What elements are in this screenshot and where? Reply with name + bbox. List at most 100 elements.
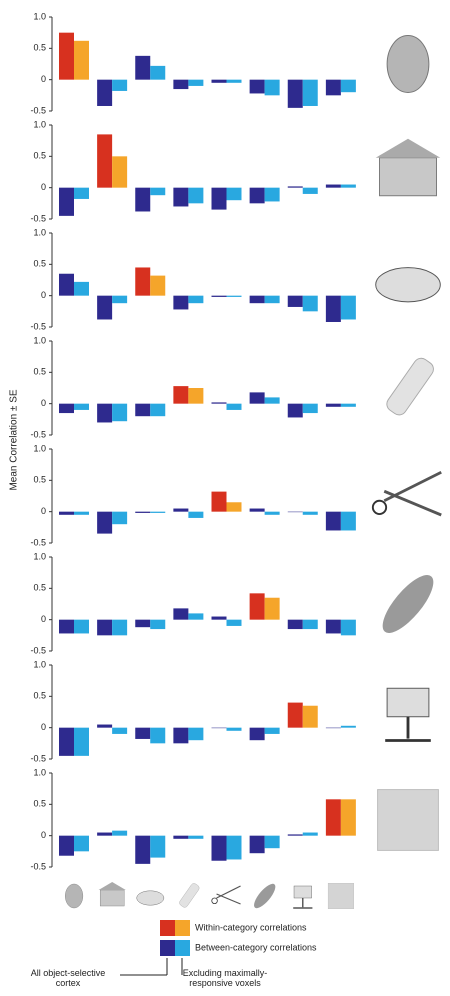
bar xyxy=(150,404,165,417)
y-tick-label: 0.5 xyxy=(33,583,46,593)
bar xyxy=(326,296,341,322)
y-tick-label: -0.5 xyxy=(30,861,46,871)
legend-label: Within-category correlations xyxy=(195,922,307,932)
y-tick-label: 0.5 xyxy=(33,259,46,269)
bar xyxy=(112,404,127,422)
y-tick-label: 1.0 xyxy=(33,443,46,453)
y-tick-label: 1.0 xyxy=(33,119,46,129)
bar xyxy=(288,296,303,307)
stimulus-image xyxy=(378,790,439,851)
stimulus-image xyxy=(384,355,437,418)
bar xyxy=(326,799,341,835)
bar xyxy=(59,728,74,756)
bar xyxy=(112,620,127,636)
figure: Mean Correlation ± SE 1.0 0.5 0 -0.5 1.0 0.5 0… xyxy=(0,0,450,996)
y-tick-label: -0.5 xyxy=(30,537,46,547)
bar xyxy=(265,512,280,515)
bar xyxy=(150,620,165,629)
legend-swatch xyxy=(160,920,175,936)
bar xyxy=(341,185,356,188)
legend-label: Between-category correlations xyxy=(195,942,317,952)
bar xyxy=(288,186,303,187)
bar xyxy=(265,836,280,849)
bar xyxy=(250,593,265,619)
y-tick-label: -0.5 xyxy=(30,645,46,655)
bar xyxy=(227,80,242,83)
bottle xyxy=(178,882,200,908)
bar xyxy=(74,512,89,515)
bar xyxy=(173,608,188,619)
y-tick-label: 1.0 xyxy=(33,767,46,777)
blade xyxy=(217,886,241,898)
bar xyxy=(250,296,265,304)
bar xyxy=(250,392,265,403)
bar xyxy=(112,156,127,187)
bar xyxy=(188,388,203,404)
bar xyxy=(188,296,203,304)
bottle xyxy=(384,355,437,418)
y-tick-label: 0.5 xyxy=(33,799,46,809)
bar xyxy=(250,80,265,94)
bar xyxy=(150,728,165,744)
y-tick-label: 1.0 xyxy=(33,11,46,21)
stimulus-image xyxy=(387,36,429,93)
page: Mean Correlation ± SE 1.0 0.5 0 -0.5 1.0 0.5 0… xyxy=(0,0,450,996)
face xyxy=(387,36,429,93)
bar xyxy=(303,512,318,515)
bar xyxy=(173,188,188,207)
bar xyxy=(265,188,280,202)
bar xyxy=(97,833,112,836)
bar xyxy=(59,274,74,296)
bar xyxy=(97,512,112,534)
roof xyxy=(376,139,441,158)
bar xyxy=(288,834,303,835)
stimulus-image xyxy=(137,891,164,905)
bar xyxy=(150,276,165,296)
y-tick-label: 0.5 xyxy=(33,43,46,53)
bar xyxy=(341,726,356,728)
bar xyxy=(74,404,89,410)
y-tick-label: 1.0 xyxy=(33,227,46,237)
bar xyxy=(150,512,165,513)
bar xyxy=(59,836,74,856)
bar xyxy=(288,404,303,418)
bar xyxy=(326,512,341,531)
stimulus-image xyxy=(376,139,441,196)
bar xyxy=(97,134,112,187)
bar xyxy=(326,728,341,729)
bar xyxy=(74,188,89,199)
bar xyxy=(227,404,242,410)
stimulus-image xyxy=(65,884,83,908)
scrambled xyxy=(328,883,354,909)
shoe xyxy=(251,881,279,911)
bar xyxy=(188,80,203,86)
cat xyxy=(137,891,164,905)
bar xyxy=(97,620,112,636)
stimulus-image xyxy=(212,886,241,904)
bar xyxy=(227,728,242,731)
y-tick-label: 0 xyxy=(41,290,46,300)
house xyxy=(380,158,437,196)
stimulus-image xyxy=(385,688,431,740)
bar xyxy=(227,620,242,626)
legend-swatch xyxy=(175,920,190,936)
bar xyxy=(173,509,188,512)
bar xyxy=(74,41,89,80)
stimulus-image xyxy=(328,883,354,909)
y-tick-label: 0 xyxy=(41,182,46,192)
y-tick-label: 0 xyxy=(41,722,46,732)
bar xyxy=(212,402,227,403)
bar xyxy=(250,509,265,512)
y-tick-label: 0 xyxy=(41,398,46,408)
bar xyxy=(112,831,127,836)
bar xyxy=(97,296,112,320)
bar xyxy=(341,799,356,835)
bar xyxy=(212,836,227,861)
bar xyxy=(112,512,127,525)
y-tick-label: 1.0 xyxy=(33,659,46,669)
legend-swatch xyxy=(175,940,190,956)
y-tick-label: 1.0 xyxy=(33,551,46,561)
bar xyxy=(341,620,356,636)
y-axis-label: Mean Correlation ± SE xyxy=(9,389,20,490)
bar xyxy=(112,80,127,91)
